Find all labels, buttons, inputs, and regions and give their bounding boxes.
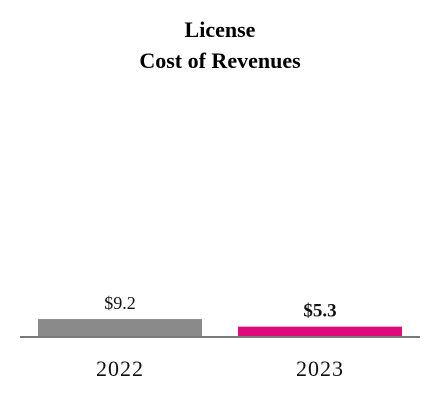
value-label-2022: $9.2 xyxy=(104,293,136,313)
bar-2023 xyxy=(238,326,402,337)
chart-title-line-1: License xyxy=(184,17,256,42)
bar-2022 xyxy=(38,319,202,337)
x-tick-label-2023: 2023 xyxy=(296,356,344,381)
x-tick-label-2022: 2022 xyxy=(96,356,144,381)
value-label-2023: $5.3 xyxy=(303,301,336,322)
chart-title-line-2: Cost of Revenues xyxy=(139,48,301,73)
